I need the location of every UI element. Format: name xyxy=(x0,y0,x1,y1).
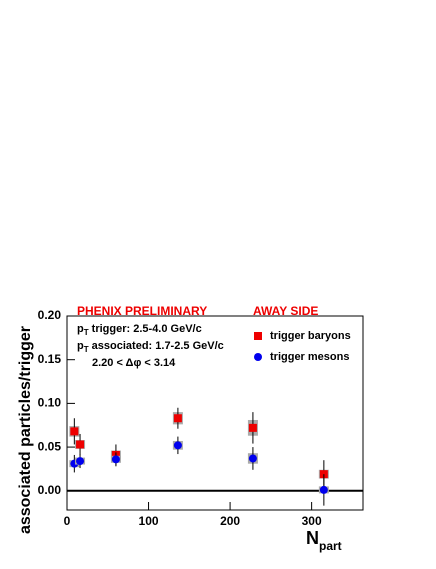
y-axis-title: associated particles/trigger xyxy=(17,326,34,534)
annotation-text: p xyxy=(77,323,84,335)
point xyxy=(75,433,86,455)
marker xyxy=(76,440,85,449)
marker xyxy=(111,455,120,464)
annotation-text: 2.20 < Δφ < 3.14 xyxy=(92,357,176,369)
annotation-sub: T xyxy=(84,328,89,337)
legend-label: trigger mesons xyxy=(270,351,349,363)
point xyxy=(69,418,80,445)
annotation-rest: trigger: 2.5-4.0 GeV/c xyxy=(89,323,202,335)
point xyxy=(318,474,329,506)
chart-title: PHENIX PRELIMINARY xyxy=(77,304,207,318)
marker xyxy=(173,441,182,450)
legend-label: trigger baryons xyxy=(270,330,351,342)
annotation-rest: associated: 1.7-2.5 GeV/c xyxy=(89,340,224,352)
chart-subtitle: AWAY SIDE xyxy=(253,304,318,318)
marker xyxy=(248,423,257,432)
y-tick-label: 0.15 xyxy=(38,352,62,366)
annotation: 2.20 < Δφ < 3.14 xyxy=(92,357,176,369)
y-tick-label: 0.05 xyxy=(38,439,62,453)
y-tick-label: 0.00 xyxy=(38,483,62,497)
point xyxy=(172,436,183,455)
x-axis-title-main: N xyxy=(306,528,319,548)
marker xyxy=(70,427,79,436)
x-axis-title: Npart xyxy=(306,528,342,553)
legend-marker xyxy=(254,332,262,340)
annotation: pT associated: 1.7-2.5 GeV/c xyxy=(77,340,224,354)
marker xyxy=(76,457,85,466)
x-tick-label: 200 xyxy=(220,514,240,528)
x-tick-label: 0 xyxy=(64,514,71,528)
y-tick-label: 0.20 xyxy=(38,308,62,322)
point xyxy=(75,454,86,469)
annotation-text: p xyxy=(77,340,84,352)
x-axis-title-sub: part xyxy=(319,539,342,553)
annotation: pT trigger: 2.5-4.0 GeV/c xyxy=(77,323,202,337)
point xyxy=(247,447,258,470)
point xyxy=(172,407,183,429)
x-tick-label: 100 xyxy=(139,514,159,528)
legend-marker xyxy=(254,353,262,361)
annotation-sub: T xyxy=(84,345,89,354)
point xyxy=(110,452,121,467)
marker xyxy=(319,485,328,494)
x-tick-label: 300 xyxy=(302,514,322,528)
marker xyxy=(248,454,257,463)
point xyxy=(247,412,258,444)
y-tick-label: 0.10 xyxy=(38,396,62,410)
marker xyxy=(173,414,182,423)
plot-frame xyxy=(66,315,364,511)
